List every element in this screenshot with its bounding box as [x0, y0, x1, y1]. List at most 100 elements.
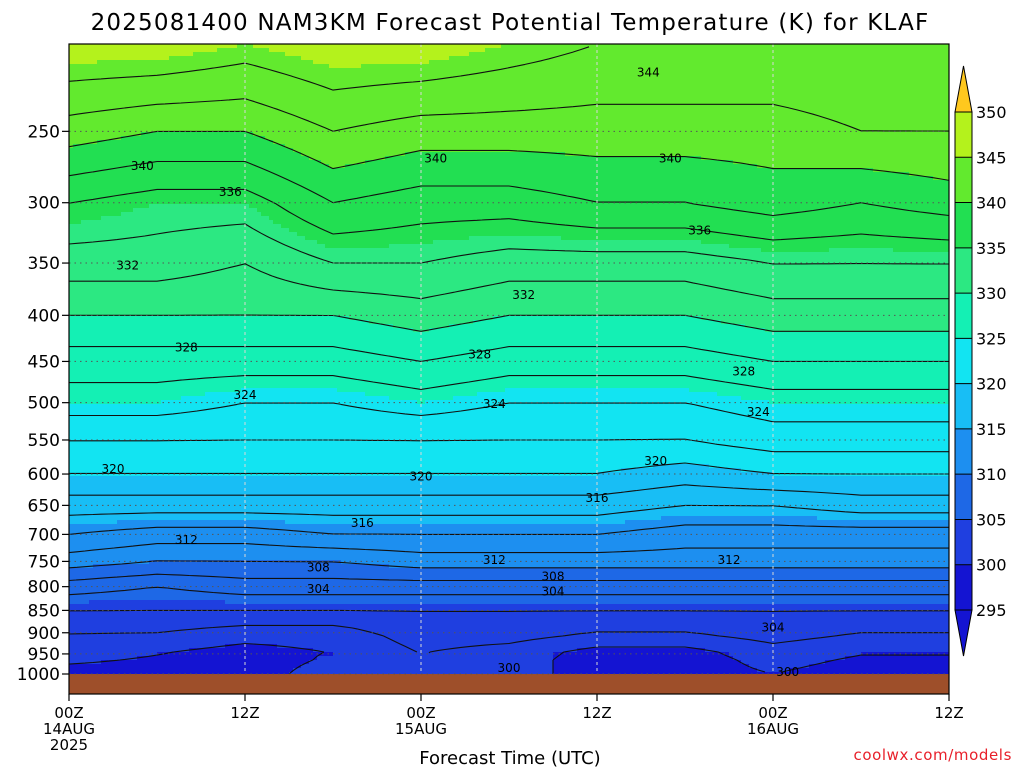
field-cell — [181, 396, 389, 401]
field-cell — [69, 76, 949, 81]
field-cell — [225, 644, 277, 649]
field-cell — [69, 208, 133, 213]
contour-label: 332 — [512, 288, 535, 302]
field-cell — [317, 240, 433, 245]
x-tick-label: 12Z — [934, 704, 963, 722]
field-cell — [69, 628, 949, 633]
field-cell — [69, 420, 949, 425]
field-cell — [69, 596, 949, 601]
field-cell — [69, 644, 225, 649]
field-cell — [69, 80, 949, 85]
field-cell — [169, 56, 301, 61]
field-cell — [225, 600, 949, 605]
colorbar-band — [955, 519, 972, 566]
field-cell — [69, 140, 97, 145]
field-cell — [69, 104, 949, 109]
y-tick-label: 500 — [28, 394, 60, 414]
field-cell — [69, 452, 949, 457]
field-cell — [249, 204, 949, 209]
contour-label: 316 — [351, 516, 374, 530]
y-tick-label: 450 — [28, 352, 60, 372]
contour-label: 300 — [776, 665, 799, 679]
field-cell — [69, 196, 949, 201]
field-cell — [69, 56, 169, 61]
colorbar-tick-label: 300 — [976, 556, 1007, 575]
y-tick-label: 1000 — [17, 665, 60, 685]
x-tick-label: 15AUG — [395, 720, 447, 738]
field-cell — [241, 388, 337, 393]
field-cell — [565, 152, 949, 157]
field-cell — [69, 132, 141, 137]
contour-label: 328 — [175, 340, 198, 354]
contour-320 — [69, 462, 949, 475]
field-cell — [301, 152, 405, 157]
field-cell — [69, 308, 949, 313]
x-tick-label: 00Z — [54, 704, 83, 722]
field-cell — [69, 108, 949, 113]
field-cell — [69, 272, 949, 277]
field-cell — [69, 188, 949, 193]
field-cell — [93, 564, 389, 569]
field-cell — [69, 440, 949, 445]
field-cell — [69, 524, 949, 529]
field-cell — [69, 572, 949, 577]
field-cell — [69, 328, 413, 333]
field-cell — [553, 664, 749, 669]
field-cell — [69, 556, 949, 561]
field-cell — [325, 244, 389, 249]
ground-surface — [69, 674, 949, 694]
y-tick-label: 900 — [28, 624, 60, 644]
contour-300 — [69, 642, 949, 675]
field-cell — [289, 228, 949, 233]
field-cell — [69, 300, 949, 305]
field-cell — [101, 660, 309, 665]
contour-label: 308 — [307, 561, 330, 575]
contour-label: 328 — [732, 365, 755, 379]
field-cell — [553, 660, 741, 665]
contour-label: 312 — [175, 533, 198, 547]
credit-text: coolwx.com/models — [854, 746, 1013, 764]
contour-label: 320 — [644, 454, 667, 468]
field-cell — [205, 392, 365, 397]
field-cell — [729, 244, 949, 249]
field-cell — [69, 640, 949, 645]
colorbar: 295 300 305 310 315 320 325 330 335 340 345 350 — [954, 65, 1007, 657]
field-cell — [717, 392, 949, 397]
x-tick-label: 16AUG — [747, 720, 799, 738]
field-cell — [69, 548, 949, 553]
colorbar-band — [955, 247, 972, 294]
field-cell — [741, 468, 949, 473]
field-cell — [69, 96, 949, 101]
field-cell — [69, 520, 117, 525]
field-cell — [433, 240, 701, 245]
contour-label: 304 — [762, 621, 785, 635]
field-cell — [69, 296, 949, 301]
field-cell — [69, 288, 949, 293]
field-cell — [405, 152, 565, 157]
field-cell — [69, 48, 217, 53]
field-cell — [749, 664, 809, 669]
plot-frame — [68, 43, 950, 695]
y-tick-label: 750 — [28, 552, 60, 572]
field-cell — [789, 668, 949, 673]
field-cell — [69, 540, 949, 545]
field-cell — [317, 656, 553, 661]
field-cell — [829, 248, 893, 253]
field-cell — [69, 172, 909, 177]
field-cell — [825, 660, 949, 665]
colorbar-tick-label: 330 — [976, 284, 1007, 303]
field-cell — [149, 204, 249, 209]
field-cell — [493, 316, 701, 321]
contour-326 — [69, 375, 949, 390]
field-cell — [69, 368, 949, 373]
field-cell — [69, 268, 949, 273]
field-cell — [817, 516, 949, 521]
field-cell — [69, 432, 949, 437]
contour-label: 324 — [483, 397, 506, 411]
colorbar-band — [955, 338, 972, 385]
field-cell — [285, 520, 625, 525]
colorbar-tick-label: 340 — [976, 194, 1007, 213]
y-tick-label: 950 — [28, 645, 60, 665]
field-cell — [69, 468, 621, 473]
field-cell — [329, 64, 361, 69]
